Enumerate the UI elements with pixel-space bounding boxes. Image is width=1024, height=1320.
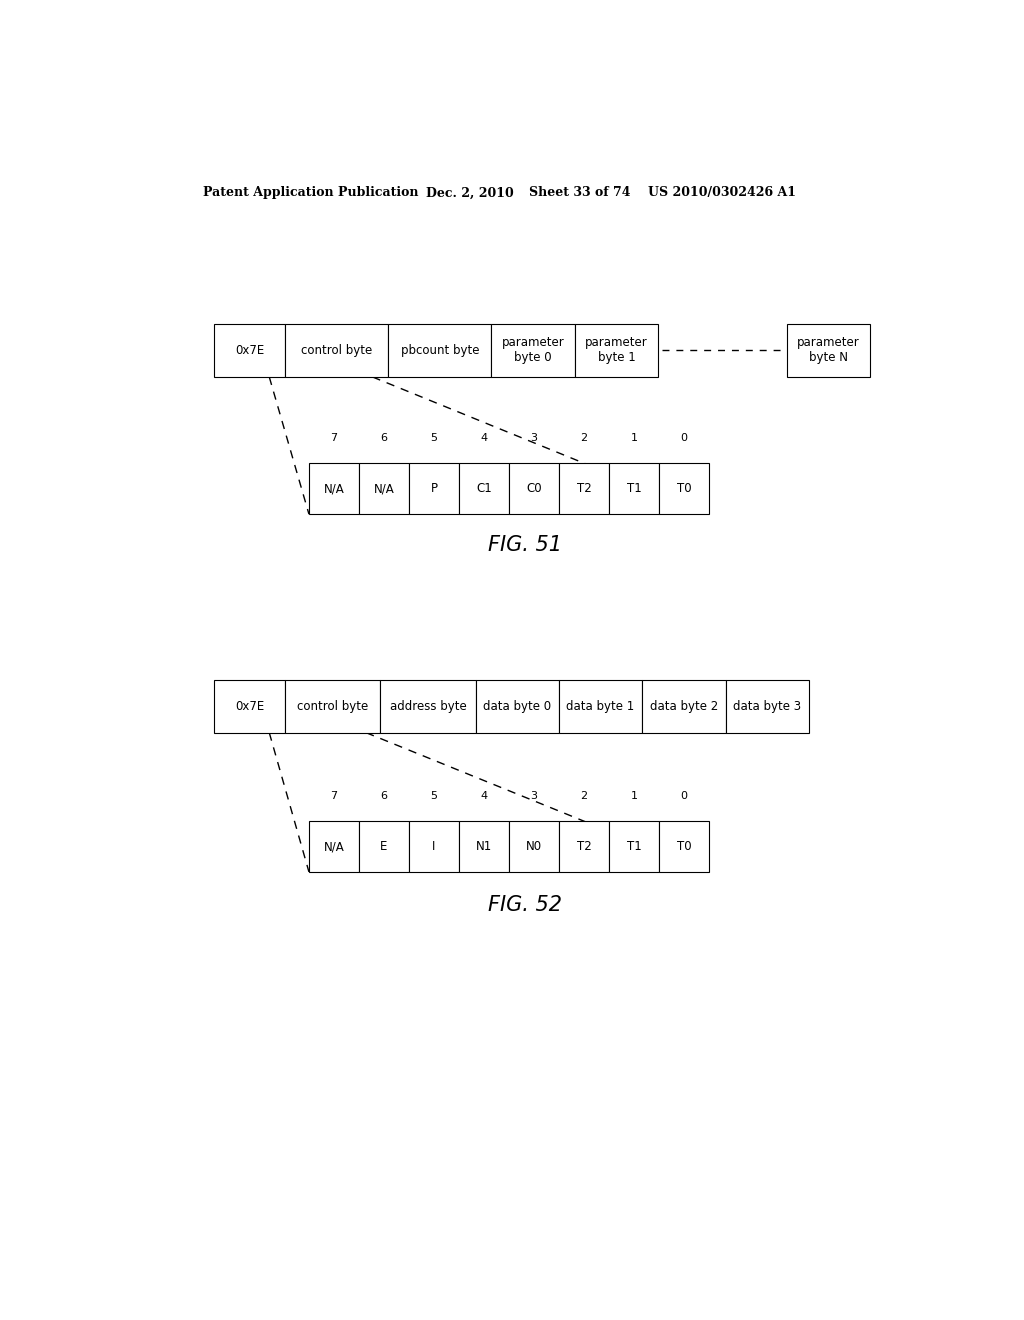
Text: N/A: N/A bbox=[324, 840, 344, 853]
Bar bbox=[658, 821, 709, 873]
Bar bbox=[459, 821, 509, 873]
Text: 1: 1 bbox=[631, 791, 637, 801]
Text: T0: T0 bbox=[677, 840, 691, 853]
Text: 5: 5 bbox=[430, 433, 437, 444]
Bar bbox=[726, 680, 809, 733]
Text: 7: 7 bbox=[331, 791, 338, 801]
Text: 6: 6 bbox=[381, 791, 387, 801]
Text: 0: 0 bbox=[680, 791, 687, 801]
Bar bbox=[388, 325, 492, 378]
Text: 2: 2 bbox=[581, 433, 588, 444]
Text: 5: 5 bbox=[430, 791, 437, 801]
Text: FIG. 52: FIG. 52 bbox=[487, 895, 562, 916]
Bar bbox=[559, 680, 642, 733]
Bar bbox=[509, 463, 559, 515]
Text: data byte 1: data byte 1 bbox=[566, 700, 635, 713]
Bar bbox=[359, 463, 409, 515]
Text: 0x7E: 0x7E bbox=[234, 345, 264, 356]
Text: 4: 4 bbox=[480, 791, 487, 801]
Bar bbox=[475, 680, 559, 733]
Text: control byte: control byte bbox=[297, 700, 369, 713]
Bar bbox=[309, 463, 359, 515]
Text: 2: 2 bbox=[581, 791, 588, 801]
Text: T2: T2 bbox=[577, 482, 591, 495]
Bar bbox=[359, 821, 409, 873]
Text: address byte: address byte bbox=[389, 700, 466, 713]
Text: E: E bbox=[380, 840, 388, 853]
Text: 3: 3 bbox=[530, 433, 538, 444]
Bar bbox=[409, 463, 459, 515]
Text: I: I bbox=[432, 840, 435, 853]
Text: control byte: control byte bbox=[301, 345, 373, 356]
Text: data byte 0: data byte 0 bbox=[483, 700, 551, 713]
Bar bbox=[559, 821, 609, 873]
Text: 6: 6 bbox=[381, 433, 387, 444]
Bar bbox=[309, 821, 359, 873]
Bar bbox=[409, 821, 459, 873]
Bar bbox=[609, 821, 658, 873]
Text: parameter
byte 0: parameter byte 0 bbox=[502, 337, 564, 364]
Text: T1: T1 bbox=[627, 840, 641, 853]
Text: US 2010/0302426 A1: US 2010/0302426 A1 bbox=[648, 186, 796, 199]
Text: FIG. 51: FIG. 51 bbox=[487, 535, 562, 554]
Bar bbox=[786, 325, 870, 378]
Bar bbox=[609, 463, 658, 515]
Bar bbox=[285, 680, 380, 733]
Text: T2: T2 bbox=[577, 840, 591, 853]
Text: data byte 3: data byte 3 bbox=[733, 700, 802, 713]
Text: C0: C0 bbox=[526, 482, 542, 495]
Text: Dec. 2, 2010: Dec. 2, 2010 bbox=[426, 186, 513, 199]
Bar bbox=[492, 325, 574, 378]
Text: parameter
byte 1: parameter byte 1 bbox=[585, 337, 648, 364]
Bar bbox=[642, 680, 726, 733]
Bar bbox=[559, 463, 609, 515]
Text: C1: C1 bbox=[476, 482, 492, 495]
Text: 0: 0 bbox=[680, 433, 687, 444]
Bar bbox=[658, 463, 709, 515]
Text: N1: N1 bbox=[476, 840, 493, 853]
Text: T0: T0 bbox=[677, 482, 691, 495]
Bar bbox=[459, 463, 509, 515]
Text: P: P bbox=[430, 482, 437, 495]
Text: parameter
byte N: parameter byte N bbox=[797, 337, 860, 364]
Text: 1: 1 bbox=[631, 433, 637, 444]
Text: 4: 4 bbox=[480, 433, 487, 444]
Text: pbcount byte: pbcount byte bbox=[400, 345, 479, 356]
Text: 0x7E: 0x7E bbox=[234, 700, 264, 713]
Text: 3: 3 bbox=[530, 791, 538, 801]
Text: N/A: N/A bbox=[374, 482, 394, 495]
Text: 7: 7 bbox=[331, 433, 338, 444]
Text: T1: T1 bbox=[627, 482, 641, 495]
Text: data byte 2: data byte 2 bbox=[650, 700, 718, 713]
Text: N/A: N/A bbox=[324, 482, 344, 495]
Bar bbox=[214, 680, 285, 733]
Bar bbox=[380, 680, 475, 733]
Bar bbox=[214, 325, 285, 378]
Text: Sheet 33 of 74: Sheet 33 of 74 bbox=[528, 186, 630, 199]
Text: N0: N0 bbox=[526, 840, 542, 853]
Bar bbox=[574, 325, 658, 378]
Text: Patent Application Publication: Patent Application Publication bbox=[204, 186, 419, 199]
Bar bbox=[509, 821, 559, 873]
Bar bbox=[285, 325, 388, 378]
